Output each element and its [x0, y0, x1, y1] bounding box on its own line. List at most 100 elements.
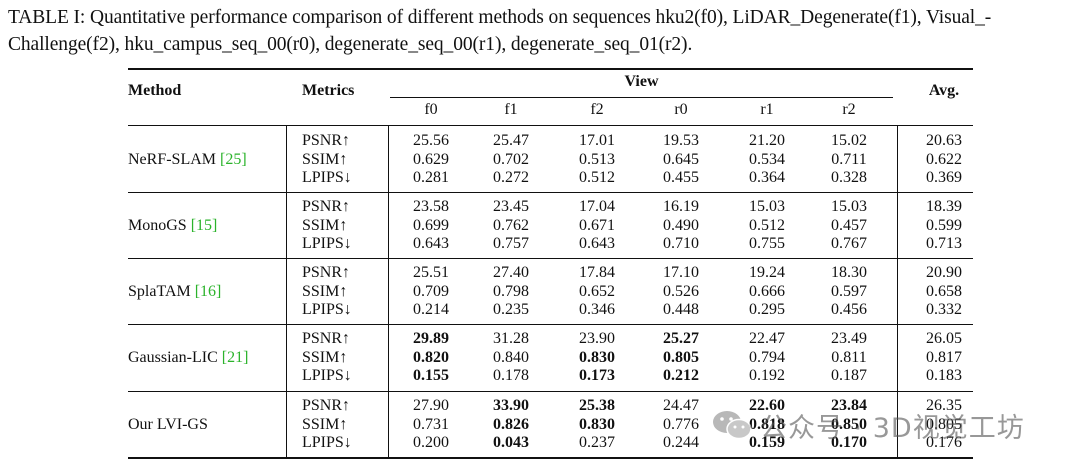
header-seq-f0: f0 — [424, 101, 438, 118]
table-cell: 25.27 — [663, 330, 699, 347]
method-name: NeRF-SLAM [25] — [128, 151, 247, 170]
method-label: Gaussian-LIC — [128, 348, 222, 366]
metric-label: PSNR↑ — [302, 264, 351, 281]
table-cell: 0.597 — [831, 282, 867, 300]
table-cell: 0.643 — [579, 235, 615, 252]
table-cell: 23.84 — [831, 397, 867, 414]
metric-label: SSIM↑ — [302, 282, 348, 300]
table-cell: 0.820 — [413, 348, 449, 366]
table-cell: 0.235 — [493, 301, 529, 318]
table-cell: 0.805 — [663, 348, 699, 366]
table-cell: 0.237 — [579, 434, 615, 451]
avg-cell: 20.90 — [926, 264, 962, 281]
table-cell: 15.02 — [831, 132, 867, 149]
table-cell: 0.666 — [749, 282, 785, 300]
header-seq-r2: r2 — [842, 101, 856, 118]
table-cell: 15.03 — [749, 198, 785, 215]
table-cell: 0.840 — [493, 348, 529, 366]
table-cell: 21.20 — [749, 132, 785, 149]
table-cell: 0.645 — [663, 150, 699, 168]
table-cell: 0.671 — [579, 216, 615, 234]
table-cell: 0.490 — [663, 216, 699, 234]
table-cell: 19.24 — [749, 264, 785, 281]
table-cell: 0.643 — [413, 235, 449, 252]
table-cell: 0.455 — [663, 169, 699, 186]
avg-cell: 0.599 — [926, 216, 962, 234]
table-cell: 15.03 — [831, 198, 867, 215]
metric-label: LPIPS↓ — [302, 434, 352, 451]
table-caption: TABLE I: Quantitative performance compar… — [8, 4, 1074, 58]
top-rule — [128, 68, 973, 70]
avg-cell: 0.805 — [926, 415, 962, 433]
table-cell: 0.826 — [493, 415, 529, 433]
table-cell: 0.244 — [663, 434, 699, 451]
method-label: Our LVI-GS — [128, 415, 208, 433]
table-cell: 0.798 — [493, 282, 529, 300]
table-cell: 0.512 — [579, 169, 615, 186]
method-label: MonoGS — [128, 216, 191, 234]
table-cell: 0.711 — [831, 150, 867, 168]
table-cell: 29.89 — [413, 330, 449, 347]
table-cell: 0.159 — [749, 434, 785, 451]
citation-link[interactable]: [15] — [190, 216, 218, 234]
table-cell: 0.629 — [413, 150, 449, 168]
table-cell: 0.709 — [413, 282, 449, 300]
table-cell: 0.776 — [663, 415, 699, 433]
metric-label: SSIM↑ — [302, 150, 348, 168]
table-cell: 0.187 — [831, 367, 867, 384]
table-cell: 0.513 — [579, 150, 615, 168]
table-cell: 0.534 — [749, 150, 785, 168]
method-label: NeRF-SLAM — [128, 150, 221, 168]
table-cell: 23.90 — [579, 330, 615, 347]
table-cell: 0.328 — [831, 169, 867, 186]
citation-link[interactable]: [16] — [194, 282, 222, 300]
table-cell: 0.755 — [749, 235, 785, 252]
metric-label: SSIM↑ — [302, 415, 348, 433]
metric-label: PSNR↑ — [302, 330, 351, 347]
table-cell: 0.710 — [663, 235, 699, 252]
table-cell: 0.652 — [579, 282, 615, 300]
table-cell: 0.364 — [749, 169, 785, 186]
method-name: MonoGS [15] — [128, 217, 217, 236]
avg-cell: 18.39 — [926, 198, 962, 215]
avg-cell: 0.817 — [926, 348, 962, 366]
table-cell: 0.526 — [663, 282, 699, 300]
table-cell: 25.38 — [579, 397, 615, 414]
table-cell: 27.40 — [493, 264, 529, 281]
avg-cell: 0.369 — [926, 169, 962, 186]
table-cell: 0.767 — [831, 235, 867, 252]
avg-cell: 0.622 — [926, 150, 962, 168]
group-rule-3 — [128, 324, 973, 325]
avg-cell: 0.713 — [926, 235, 962, 252]
group-rule-2 — [128, 258, 973, 259]
table-cell: 0.448 — [663, 301, 699, 318]
table-cell: 0.456 — [831, 301, 867, 318]
table-cell: 0.212 — [663, 367, 699, 384]
caption-line-1: TABLE I: Quantitative performance compar… — [8, 7, 992, 28]
header-seq-f2: f2 — [590, 101, 604, 118]
table-cell: 25.47 — [493, 132, 529, 149]
table-cell: 0.850 — [831, 415, 867, 433]
table-cell: 22.47 — [749, 330, 785, 347]
avg-cell: 0.176 — [926, 434, 962, 451]
watermark-text: 公众号 · 3D视觉工坊 — [760, 412, 1025, 444]
table-cell: 33.90 — [493, 397, 529, 414]
metric-label: LPIPS↓ — [302, 367, 352, 384]
avg-cell: 0.658 — [926, 282, 962, 300]
method-label: SplaTAM — [128, 282, 195, 300]
table-cell: 19.53 — [663, 132, 699, 149]
citation-link[interactable]: [25] — [220, 150, 247, 168]
table-cell: 23.58 — [413, 198, 449, 215]
citation-link[interactable]: [21] — [221, 348, 249, 366]
table-cell: 17.84 — [579, 264, 615, 281]
metric-label: LPIPS↓ — [302, 235, 352, 252]
bottom-rule — [128, 457, 973, 459]
table-cell: 0.043 — [493, 434, 529, 451]
metric-label: SSIM↑ — [302, 348, 348, 366]
table-cell: 24.47 — [663, 397, 699, 414]
header-avg: Avg. — [928, 82, 960, 99]
header-rule — [128, 125, 973, 126]
table-cell: 0.295 — [749, 301, 785, 318]
table-cell: 0.699 — [413, 216, 449, 234]
